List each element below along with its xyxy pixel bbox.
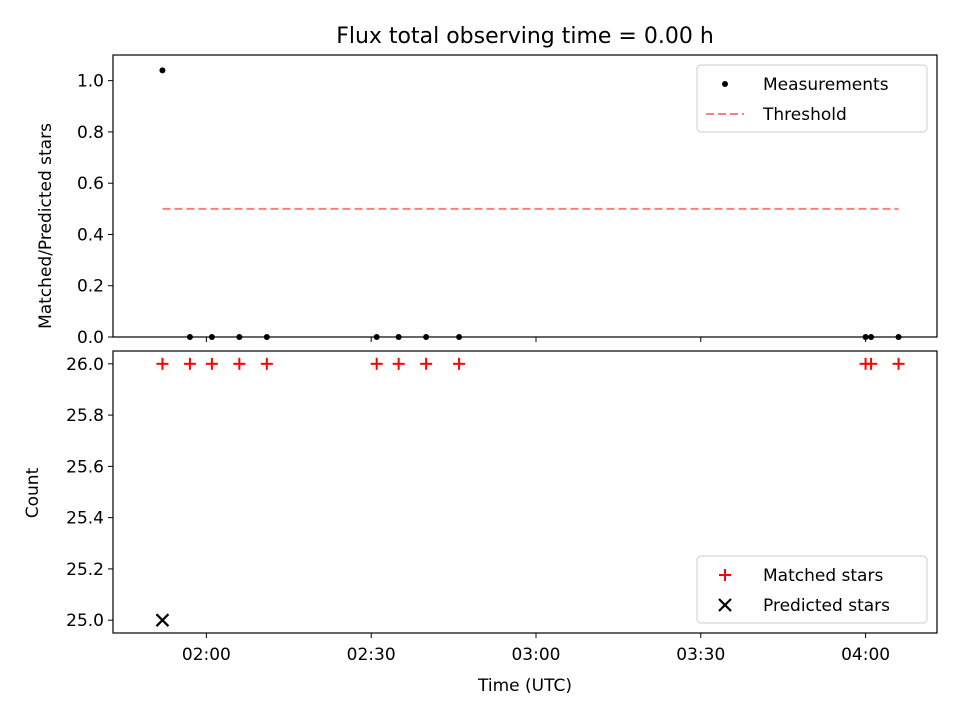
top-panel: 0.0 0.2 0.4 0.6 0.8 1.0 Measurements Threshold bbox=[77, 54, 938, 348]
measurement-point bbox=[263, 334, 270, 340]
y-tick-label: 25.6 bbox=[66, 457, 104, 477]
y-tick-label: 25.0 bbox=[66, 611, 104, 631]
measurement-point bbox=[159, 67, 166, 74]
matched-star-marker bbox=[420, 357, 433, 370]
x-tick-label: 04:00 bbox=[841, 645, 890, 665]
legend: Matched stars Predicted stars bbox=[696, 555, 928, 624]
legend-box bbox=[696, 64, 928, 133]
y-tick-label: 0.6 bbox=[77, 174, 104, 194]
y-tick-label: 1.0 bbox=[77, 72, 104, 92]
top-y-axis-label: Matched/Predicted stars bbox=[36, 123, 56, 329]
measurement-point bbox=[236, 334, 243, 340]
plot-frame bbox=[112, 54, 938, 338]
measurement-point bbox=[373, 334, 380, 340]
predicted-star-marker bbox=[155, 613, 170, 627]
x-tick-label: 02:30 bbox=[347, 645, 396, 665]
legend: Measurements Threshold bbox=[696, 64, 928, 133]
matched-star-marker bbox=[370, 357, 383, 370]
bottom-panel: 25.0 25.2 25.4 25.6 25.8 26.0 02:00 02:30 03:00 0… bbox=[66, 350, 938, 665]
measurement-point bbox=[208, 334, 215, 340]
matched-star-marker bbox=[453, 357, 466, 370]
matched-star-marker bbox=[156, 357, 169, 370]
y-tick-label: 0.4 bbox=[77, 225, 104, 245]
legend-label: Measurements bbox=[763, 75, 889, 95]
measurement-point bbox=[895, 334, 902, 340]
matched-star-marker bbox=[392, 357, 405, 370]
matched-star-marker bbox=[183, 357, 196, 370]
y-tick-label: 26.0 bbox=[66, 355, 104, 375]
measurement-point bbox=[456, 334, 463, 340]
matched-star-marker bbox=[892, 357, 905, 370]
matched-star-marker bbox=[260, 357, 273, 370]
legend-label: Matched stars bbox=[763, 566, 883, 586]
y-tick-label: 25.4 bbox=[66, 509, 104, 529]
predicted-star-marker-b bbox=[155, 613, 170, 627]
y-tick-label: 0.0 bbox=[77, 328, 104, 348]
y-tick-label: 25.8 bbox=[66, 406, 104, 426]
legend-label: Threshold bbox=[762, 105, 847, 125]
measurement-point bbox=[862, 334, 869, 340]
legend-predicted-swatch-b bbox=[718, 598, 732, 612]
measurement-point bbox=[395, 334, 402, 340]
measurement-point bbox=[868, 334, 875, 340]
y-tick-label: 25.2 bbox=[66, 560, 104, 580]
x-axis-label: Time (UTC) bbox=[477, 676, 572, 696]
x-tick-label: 03:00 bbox=[511, 645, 560, 665]
measurement-point bbox=[423, 334, 430, 340]
matched-star-marker bbox=[865, 357, 878, 370]
measurement-point bbox=[186, 334, 193, 340]
y-tick-label: 0.2 bbox=[77, 277, 104, 297]
legend-label: Predicted stars bbox=[763, 596, 890, 616]
matched-star-marker bbox=[233, 357, 246, 370]
chart-title: Flux total observing time = 0.00 h bbox=[336, 24, 714, 49]
legend-measurement-swatch bbox=[722, 81, 728, 87]
x-tick-label: 03:30 bbox=[676, 645, 725, 665]
matched-star-marker bbox=[205, 357, 218, 370]
y-tick-label: 0.8 bbox=[77, 123, 104, 143]
legend-box bbox=[696, 555, 928, 624]
x-tick-label: 02:00 bbox=[182, 645, 231, 665]
bottom-y-axis-label: Count bbox=[23, 467, 43, 518]
plot-frame bbox=[112, 350, 938, 634]
